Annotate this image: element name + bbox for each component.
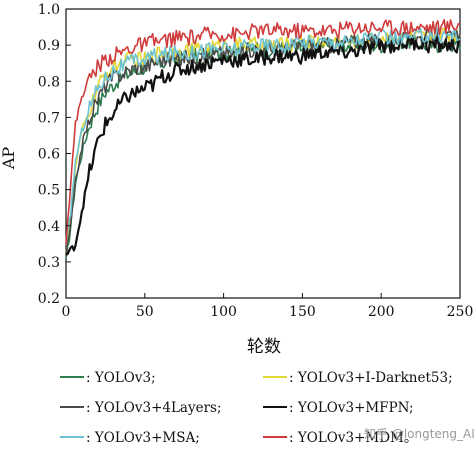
series-line-5 bbox=[65, 26, 461, 246]
series-layer bbox=[65, 18, 461, 259]
y-tick-label: 1.0 bbox=[38, 2, 60, 18]
series-line-6 bbox=[65, 18, 461, 245]
x-tick-label: 200 bbox=[368, 304, 395, 320]
legend-entry: : YOLOv3+4Layers; bbox=[86, 400, 222, 416]
y-tick-label: 0.7 bbox=[38, 110, 60, 126]
x-tick-label: 250 bbox=[447, 304, 474, 320]
x-axis-label: 轮数 bbox=[247, 337, 281, 357]
x-tick-label: 100 bbox=[210, 304, 237, 320]
x-tick-label: 0 bbox=[62, 304, 71, 320]
x-tick-label: 150 bbox=[289, 304, 316, 320]
ticks-layer: 0 50 100 150 200 250 0.2 0.3 0.4 0.5 0.6 0.7 0.8 0.9 1… bbox=[38, 2, 474, 320]
x-tick-label: 50 bbox=[136, 304, 154, 320]
legend-entry: : YOLOv3+I-Darknet53; bbox=[289, 370, 453, 386]
legend-entry: : YOLOv3; bbox=[86, 370, 156, 386]
legend-entry: : YOLOv3+MSA; bbox=[86, 430, 200, 446]
legend-entry: : YOLOv3+MFPN; bbox=[289, 400, 414, 416]
y-tick-label: 0.4 bbox=[38, 219, 60, 235]
y-tick-label: 0.9 bbox=[38, 38, 60, 54]
y-axis-label: AP bbox=[0, 147, 18, 171]
y-tick-label: 0.6 bbox=[38, 147, 60, 163]
watermark-text: 知乎 @longteng_AI bbox=[364, 427, 474, 441]
legend-entry: : YOLOv3+MDM。 bbox=[289, 430, 417, 446]
y-tick-label: 0.2 bbox=[38, 291, 60, 307]
y-tick-label: 0.8 bbox=[38, 74, 60, 90]
series-line-4 bbox=[65, 35, 461, 256]
y-tick-label: 0.3 bbox=[38, 255, 60, 271]
legend: : YOLOv3; : YOLOv3+I-Darknet53; : YOLOv3+4… bbox=[60, 370, 453, 446]
y-tick-label: 0.5 bbox=[38, 183, 60, 199]
